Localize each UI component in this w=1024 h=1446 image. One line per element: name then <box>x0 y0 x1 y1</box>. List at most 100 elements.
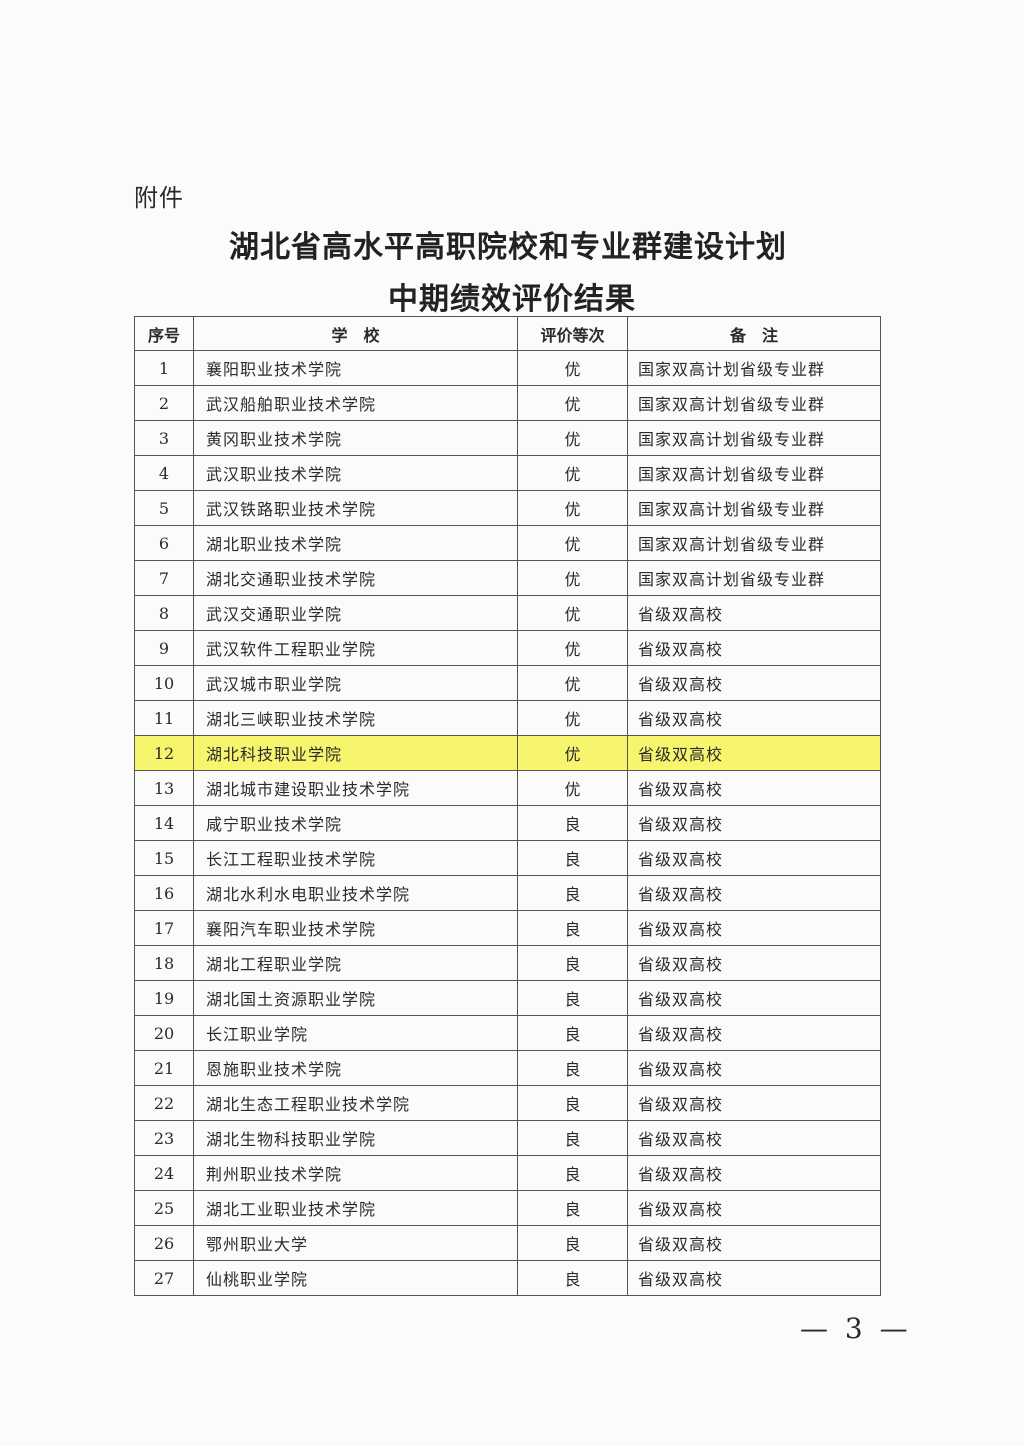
header-grade: 评价等次 <box>517 316 628 351</box>
remark: 省级双高校 <box>627 700 881 736</box>
row-index: 14 <box>134 805 194 841</box>
remark: 省级双高校 <box>627 910 881 946</box>
document-subtitle: 中期绩效评价结果 <box>388 282 636 317</box>
remark: 省级双高校 <box>627 875 881 911</box>
row-index: 25 <box>134 1190 194 1226</box>
school-name: 长江工程职业技术学院 <box>193 840 518 876</box>
row-index: 23 <box>134 1120 194 1156</box>
remark: 国家双高计划省级专业群 <box>627 350 881 386</box>
remark: 省级双高校 <box>627 630 881 666</box>
header-index: 序号 <box>134 316 194 351</box>
evaluation-grade: 优 <box>517 525 628 561</box>
row-index: 27 <box>134 1260 194 1296</box>
row-index: 11 <box>134 700 194 736</box>
school-name: 湖北工业职业技术学院 <box>193 1190 518 1226</box>
remark: 省级双高校 <box>627 1085 881 1121</box>
school-name: 湖北三峡职业技术学院 <box>193 700 518 736</box>
row-index: 16 <box>134 875 194 911</box>
school-name: 长江职业学院 <box>193 1015 518 1051</box>
school-name: 武汉软件工程职业学院 <box>193 630 518 666</box>
table-row: 3 黄冈职业技术学院优国家双高计划省级专业群 <box>134 420 881 456</box>
school-name: 湖北工程职业学院 <box>193 945 518 981</box>
row-index: 4 <box>134 455 194 491</box>
table-row: 22 湖北生态工程职业技术学院良省级双高校 <box>134 1085 881 1121</box>
remark: 省级双高校 <box>627 1050 881 1086</box>
row-index: 22 <box>134 1085 194 1121</box>
row-index: 5 <box>134 490 194 526</box>
table-row: 7 湖北交通职业技术学院优国家双高计划省级专业群 <box>134 560 881 596</box>
row-index: 1 <box>134 350 194 386</box>
school-name: 恩施职业技术学院 <box>193 1050 518 1086</box>
row-index: 3 <box>134 420 194 456</box>
evaluation-grade: 优 <box>517 490 628 526</box>
evaluation-grade: 良 <box>517 910 628 946</box>
remark: 省级双高校 <box>627 805 881 841</box>
row-index: 12 <box>134 735 194 771</box>
row-index: 9 <box>134 630 194 666</box>
table-row: 6 湖北职业技术学院优国家双高计划省级专业群 <box>134 525 881 561</box>
table-row: 20 长江职业学院良省级双高校 <box>134 1015 881 1051</box>
table-header-row: 序号 学 校 评价等次 备 注 <box>134 316 881 351</box>
evaluation-grade: 良 <box>517 840 628 876</box>
school-name: 武汉铁路职业技术学院 <box>193 490 518 526</box>
school-name: 湖北城市建设职业技术学院 <box>193 770 518 806</box>
table-row: 21 恩施职业技术学院良省级双高校 <box>134 1050 881 1086</box>
school-name: 襄阳汽车职业技术学院 <box>193 910 518 946</box>
school-name: 湖北科技职业学院 <box>193 735 518 771</box>
evaluation-grade: 良 <box>517 1155 628 1191</box>
table-row: 14 咸宁职业技术学院良省级双高校 <box>134 805 881 841</box>
table-row: 17 襄阳汽车职业技术学院良省级双高校 <box>134 910 881 946</box>
school-name: 咸宁职业技术学院 <box>193 805 518 841</box>
school-name: 武汉交通职业学院 <box>193 595 518 631</box>
document-title: 湖北省高水平高职院校和专业群建设计划 <box>229 230 787 265</box>
results-table: 序号 学 校 评价等次 备 注 1 襄阳职业技术学院优国家双高计划省级专业群 2 武汉… <box>134 316 881 1296</box>
table-row: 13 湖北城市建设职业技术学院优省级双高校 <box>134 770 881 806</box>
school-name: 荆州职业技术学院 <box>193 1155 518 1191</box>
evaluation-grade: 优 <box>517 630 628 666</box>
evaluation-grade: 优 <box>517 385 628 421</box>
table-row: 15 长江工程职业技术学院良省级双高校 <box>134 840 881 876</box>
table-row: 23 湖北生物科技职业学院良省级双高校 <box>134 1120 881 1156</box>
remark: 省级双高校 <box>627 945 881 981</box>
remark: 国家双高计划省级专业群 <box>627 455 881 491</box>
school-name: 湖北生态工程职业技术学院 <box>193 1085 518 1121</box>
row-index: 21 <box>134 1050 194 1086</box>
row-index: 18 <box>134 945 194 981</box>
evaluation-grade: 优 <box>517 700 628 736</box>
school-name: 湖北水利水电职业技术学院 <box>193 875 518 911</box>
evaluation-grade: 优 <box>517 350 628 386</box>
evaluation-grade: 良 <box>517 1085 628 1121</box>
school-name: 湖北交通职业技术学院 <box>193 560 518 596</box>
remark: 省级双高校 <box>627 980 881 1016</box>
table-row: 8 武汉交通职业学院优省级双高校 <box>134 595 881 631</box>
row-index: 2 <box>134 385 194 421</box>
table-row: 4 武汉职业技术学院优国家双高计划省级专业群 <box>134 455 881 491</box>
evaluation-grade: 优 <box>517 665 628 701</box>
remark: 国家双高计划省级专业群 <box>627 490 881 526</box>
remark: 省级双高校 <box>627 1260 881 1296</box>
header-note: 备 注 <box>627 316 881 351</box>
table-row: 1 襄阳职业技术学院优国家双高计划省级专业群 <box>134 350 881 386</box>
table-row: 27 仙桃职业学院良省级双高校 <box>134 1260 881 1296</box>
remark: 省级双高校 <box>627 1155 881 1191</box>
row-index: 6 <box>134 525 194 561</box>
table-body: 1 襄阳职业技术学院优国家双高计划省级专业群 2 武汉船舶职业技术学院优国家双高计划省… <box>134 350 881 1296</box>
header-school: 学 校 <box>193 316 518 351</box>
remark: 国家双高计划省级专业群 <box>627 560 881 596</box>
table-row: 5 武汉铁路职业技术学院优国家双高计划省级专业群 <box>134 490 881 526</box>
remark: 省级双高校 <box>627 595 881 631</box>
row-index: 10 <box>134 665 194 701</box>
row-index: 24 <box>134 1155 194 1191</box>
evaluation-grade: 良 <box>517 1225 628 1261</box>
row-index: 7 <box>134 560 194 596</box>
table-row: 11 湖北三峡职业技术学院优省级双高校 <box>134 700 881 736</box>
remark: 省级双高校 <box>627 1190 881 1226</box>
evaluation-grade: 优 <box>517 770 628 806</box>
remark: 省级双高校 <box>627 840 881 876</box>
evaluation-grade: 优 <box>517 735 628 771</box>
evaluation-grade: 良 <box>517 980 628 1016</box>
row-index: 20 <box>134 1015 194 1051</box>
table-row: 2 武汉船舶职业技术学院优国家双高计划省级专业群 <box>134 385 881 421</box>
school-name: 武汉城市职业学院 <box>193 665 518 701</box>
remark: 省级双高校 <box>627 1015 881 1051</box>
